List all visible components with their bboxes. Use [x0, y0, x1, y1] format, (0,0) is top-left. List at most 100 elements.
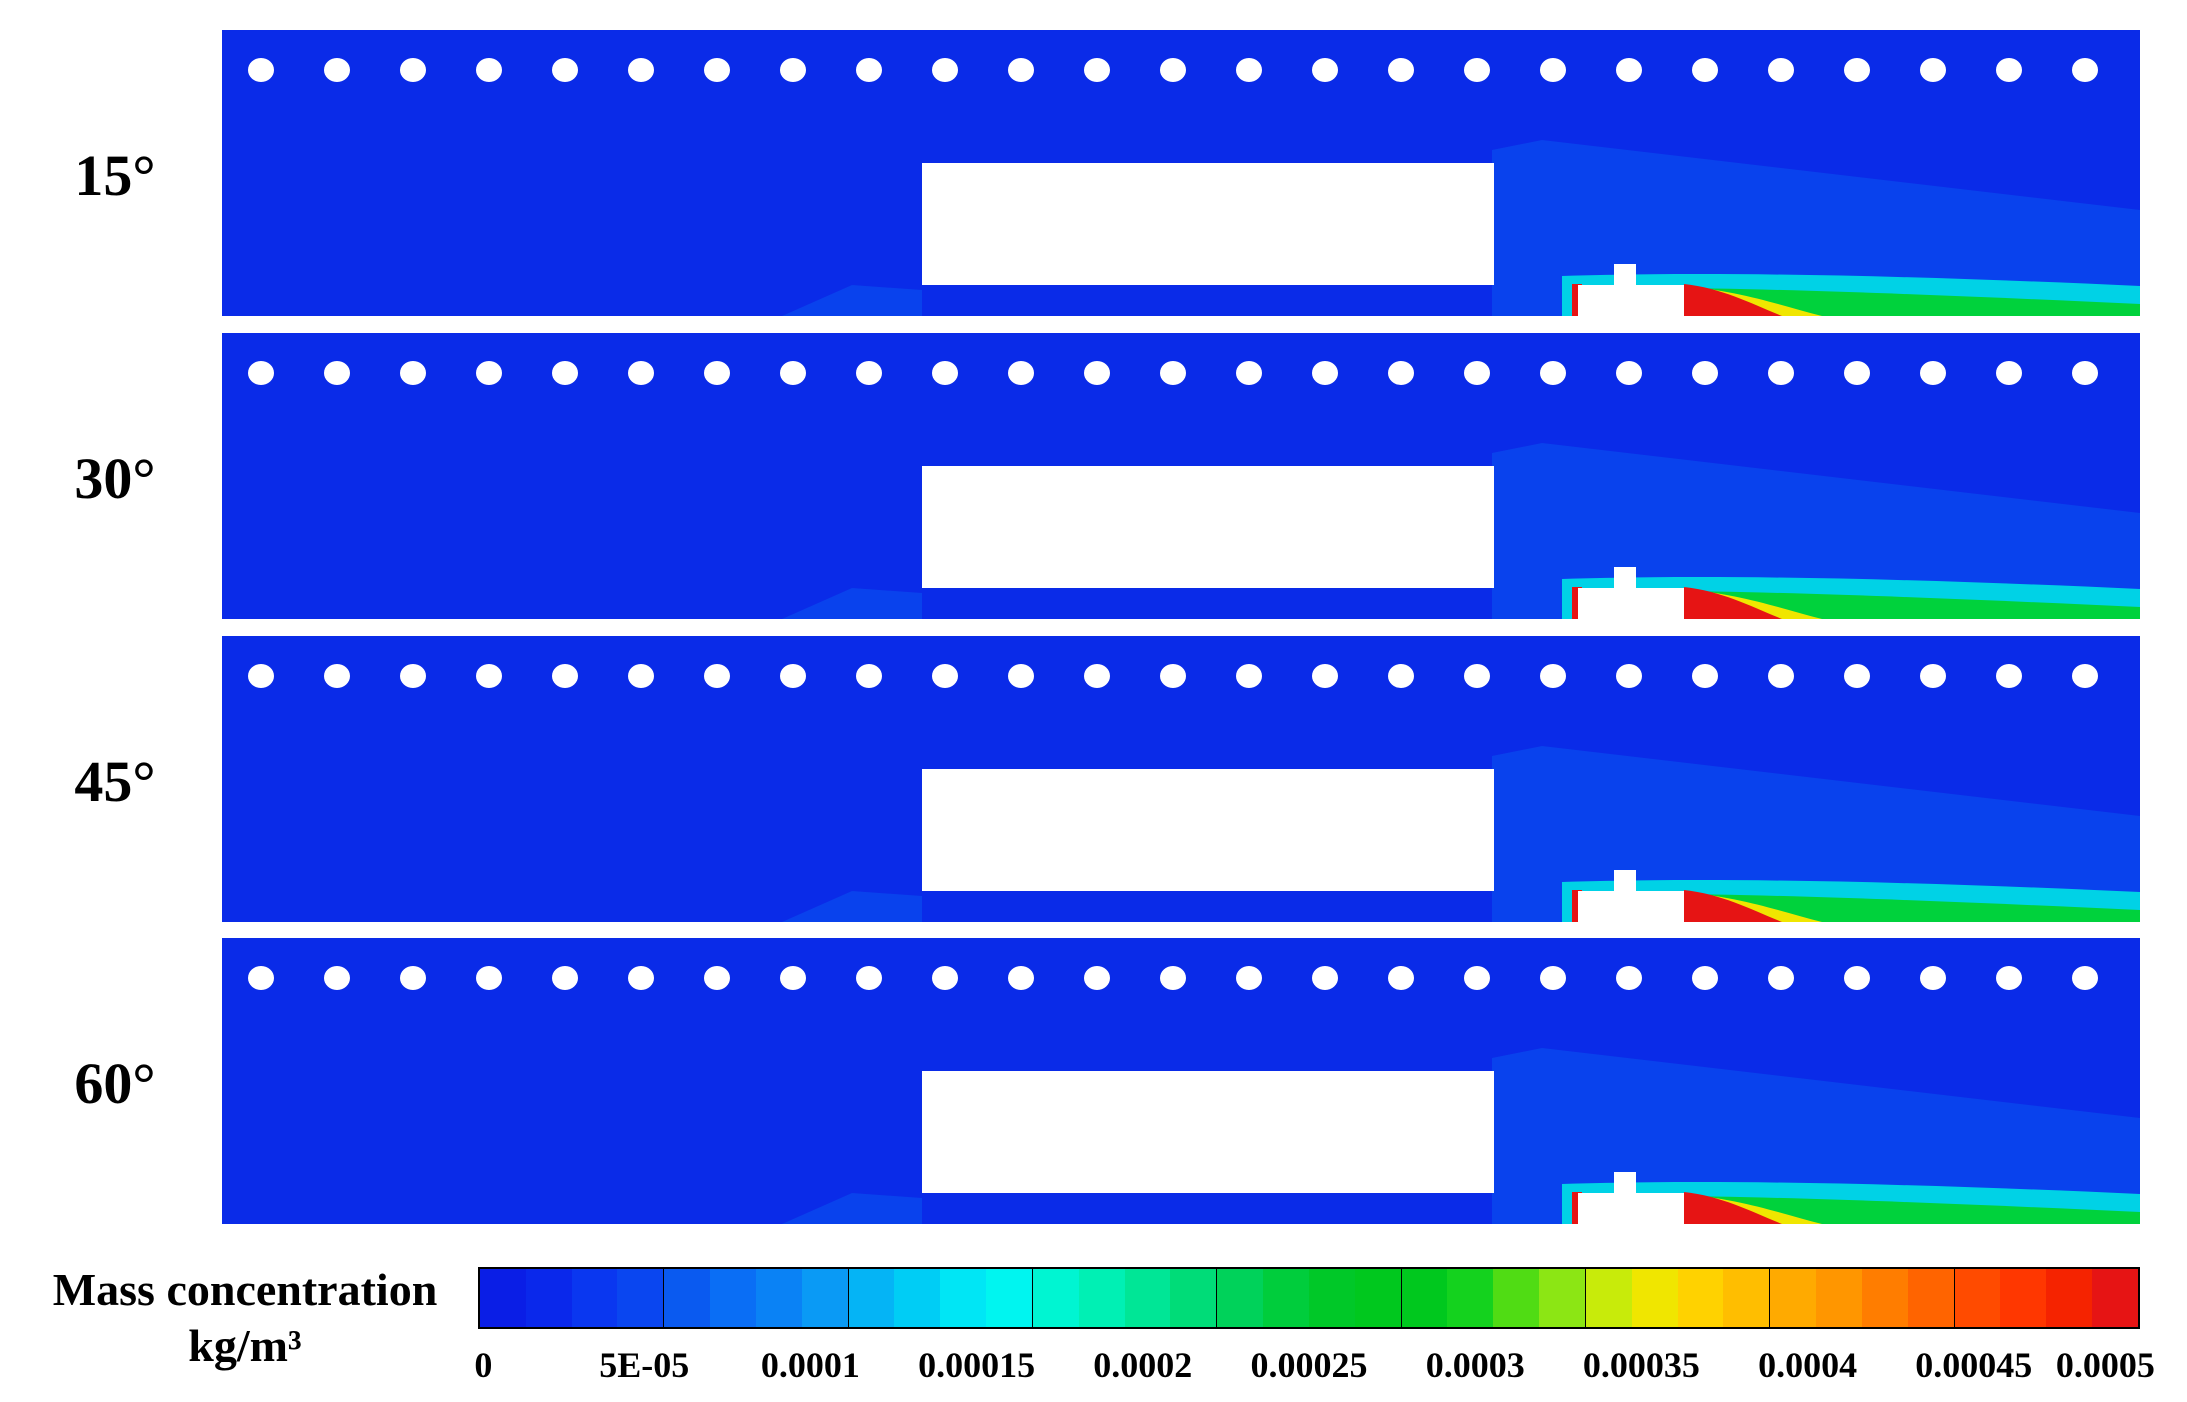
- colorbar-swatch: [710, 1269, 756, 1327]
- vent-hole: [704, 664, 730, 688]
- source-stack: [1614, 567, 1636, 597]
- source-edge-red: [1572, 284, 1582, 316]
- vent-hole: [1236, 966, 1262, 990]
- vent-hole: [1996, 58, 2022, 82]
- vent-hole: [1920, 58, 1946, 82]
- vent-hole: [628, 966, 654, 990]
- vent-hole: [476, 58, 502, 82]
- vent-hole: [628, 361, 654, 385]
- contour-panel-30: [222, 333, 2140, 619]
- colorbar-swatch: [664, 1269, 711, 1327]
- colorbar-swatch: [940, 1269, 987, 1327]
- vent-hole: [248, 58, 274, 82]
- colorbar-swatch: [2000, 1269, 2047, 1327]
- vent-hole: [932, 966, 958, 990]
- vent-hole: [1996, 664, 2022, 688]
- vent-hole: [1616, 966, 1642, 990]
- vent-hole: [1312, 664, 1338, 688]
- vent-hole: [1008, 58, 1034, 82]
- colorbar-swatch: [755, 1269, 802, 1327]
- vent-hole: [856, 664, 882, 688]
- vent-hole: [552, 664, 578, 688]
- vent-hole: [932, 58, 958, 82]
- vent-hole: [1008, 966, 1034, 990]
- vent-hole: [1236, 58, 1262, 82]
- vent-hole: [1312, 361, 1338, 385]
- vent-hole: [1388, 361, 1414, 385]
- vent-hole: [248, 664, 274, 688]
- diffusion-wake: [1492, 1048, 2140, 1224]
- colorbar-tick-label: 0.00015: [918, 1345, 1036, 1385]
- vent-hole: [324, 966, 350, 990]
- vent-hole: [476, 361, 502, 385]
- source-edge-red: [1572, 890, 1582, 922]
- vent-hole: [1692, 58, 1718, 82]
- vent-hole: [1540, 664, 1566, 688]
- source-stack: [1614, 870, 1636, 900]
- vent-hole: [1388, 966, 1414, 990]
- vent-hole: [1084, 361, 1110, 385]
- plume-core-red: [1684, 284, 1782, 316]
- vent-hole: [932, 664, 958, 688]
- legend-title: Mass concentration kg/m³: [20, 1262, 470, 1374]
- vent-hole: [1844, 664, 1870, 688]
- vent-hole: [1464, 664, 1490, 688]
- colorbar-swatch: [1770, 1269, 1817, 1327]
- source-edge-red: [1572, 1192, 1582, 1224]
- colorbar-tick-label: 0.00035: [1582, 1345, 1700, 1385]
- vent-hole: [1844, 361, 1870, 385]
- panel-label-30: 30°: [74, 446, 156, 511]
- vent-hole: [248, 966, 274, 990]
- legend-title-unit: kg/m³: [188, 1320, 302, 1371]
- vent-hole: [324, 361, 350, 385]
- vent-hole: [2072, 361, 2098, 385]
- contour-panel-45: [222, 636, 2140, 922]
- plume-core-red: [1684, 1192, 1782, 1224]
- vent-hole: [400, 664, 426, 688]
- vent-hole: [1616, 361, 1642, 385]
- colorbar-swatch: [2046, 1269, 2092, 1327]
- vent-hole: [1996, 361, 2022, 385]
- vent-hole: [628, 58, 654, 82]
- vent-hole: [1540, 361, 1566, 385]
- vent-hole: [1160, 361, 1186, 385]
- vent-hole: [1236, 361, 1262, 385]
- colorbar-swatch: [1170, 1269, 1218, 1327]
- colorbar-swatch: [894, 1269, 941, 1327]
- vent-hole: [1160, 966, 1186, 990]
- colorbar-swatch: [1308, 1269, 1355, 1327]
- panel-label-60: 60°: [74, 1051, 156, 1116]
- vent-hole: [2072, 966, 2098, 990]
- colorbar-tick-label: 0.00045: [1915, 1345, 2033, 1385]
- colorbar-tick-label: 0.0001: [760, 1345, 860, 1385]
- colorbar-tick-label: 5E-05: [599, 1345, 690, 1385]
- colorbar-swatch: [1078, 1269, 1125, 1327]
- upstream-region: [782, 891, 922, 922]
- vent-hole: [704, 966, 730, 990]
- vent-hole: [324, 664, 350, 688]
- colorbar-swatch: [801, 1269, 849, 1327]
- vent-hole: [1616, 58, 1642, 82]
- vent-hole: [248, 361, 274, 385]
- vent-hole: [1388, 664, 1414, 688]
- vent-hole: [1464, 361, 1490, 385]
- colorbar-swatch: [1631, 1269, 1678, 1327]
- colorbar-tick-label: 0.00025: [1250, 1345, 1368, 1385]
- vent-hole: [1084, 664, 1110, 688]
- upstream-region: [782, 1193, 922, 1224]
- vent-hole: [324, 58, 350, 82]
- vent-hole: [1312, 966, 1338, 990]
- vent-hole: [1920, 664, 1946, 688]
- vent-hole: [1084, 966, 1110, 990]
- colorbar-swatch: [1493, 1269, 1540, 1327]
- vent-hole: [476, 966, 502, 990]
- colorbar-tick-label: 0.0004: [1758, 1345, 1858, 1385]
- colorbar-tick-label: 0.0002: [1093, 1345, 1193, 1385]
- building-block: [922, 466, 1494, 588]
- vent-hole: [1464, 58, 1490, 82]
- colorbar-swatch: [1585, 1269, 1632, 1327]
- vent-hole: [1844, 58, 1870, 82]
- colorbar-swatch: [1032, 1269, 1079, 1327]
- diffusion-wake: [1492, 746, 2140, 922]
- vent-hole: [1008, 361, 1034, 385]
